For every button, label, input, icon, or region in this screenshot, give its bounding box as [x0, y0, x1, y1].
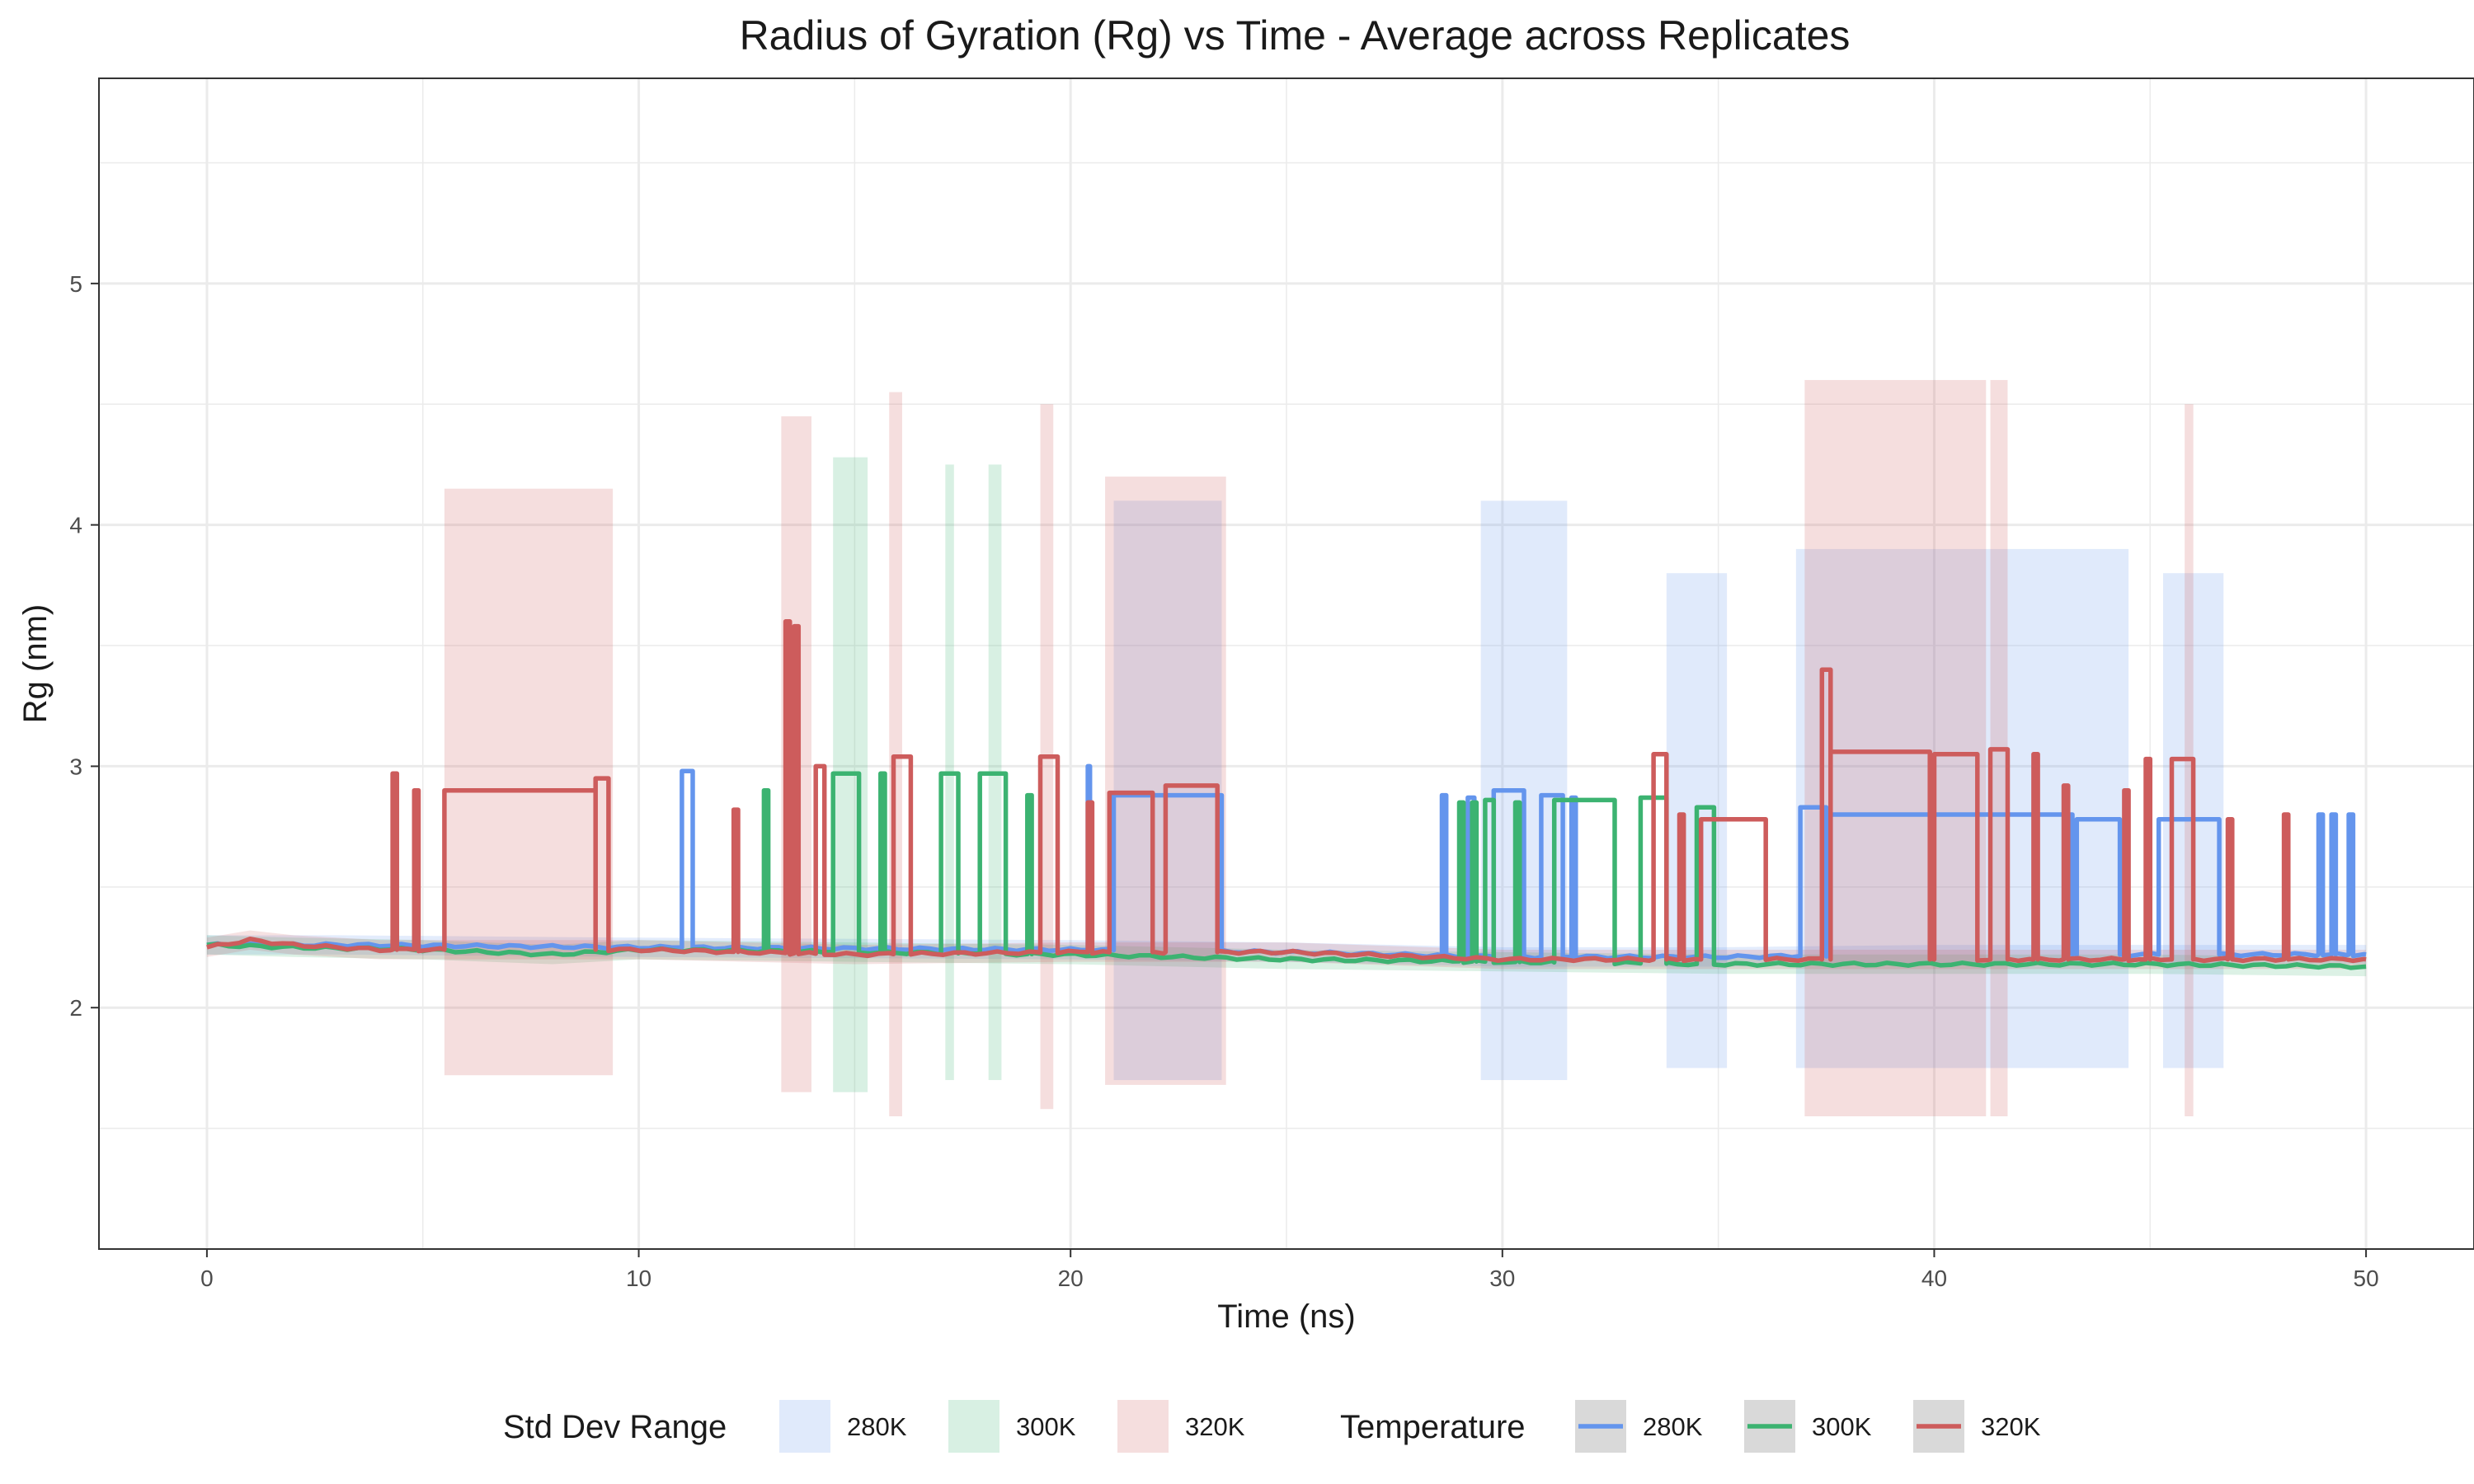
legend-fill-key-320K: [1117, 1400, 1169, 1453]
y-tick-label: 5: [69, 271, 82, 297]
y-tick-label: 4: [69, 513, 82, 538]
legend-title: Std Dev Range: [503, 1409, 727, 1445]
x-tick-label: 30: [1489, 1266, 1515, 1291]
std-band-320K: [1804, 379, 1987, 1116]
std-band-320K: [889, 392, 902, 1116]
std-band-280K: [1795, 548, 2129, 1068]
legend-fill-key-280K: [779, 1400, 830, 1453]
series-lines: [206, 619, 2367, 970]
std-band-320K: [444, 488, 614, 1076]
y-tick-label: 2: [69, 995, 82, 1021]
chart-title: Radius of Gyration (Rg) vs Time - Averag…: [740, 12, 1851, 59]
x-tick-label: 50: [2354, 1266, 2379, 1291]
series-line-320K: [206, 619, 2367, 964]
y-tick-label: 3: [69, 754, 82, 779]
legend-label-300K: 300K: [1016, 1412, 1076, 1441]
legend-label-280K: 280K: [847, 1412, 907, 1441]
legend-label-300K: 300K: [1812, 1412, 1872, 1441]
x-tick-label: 10: [626, 1266, 651, 1291]
legend-label-320K: 320K: [1185, 1412, 1245, 1441]
x-tick-label: 40: [1921, 1266, 1947, 1291]
y-axis-title: Rg (nm): [17, 604, 54, 723]
axes: 0 10 20 30 40 50 2 3 4 5: [69, 271, 2378, 1291]
legend-title: Temperature: [1340, 1409, 1526, 1445]
std-band-320K: [1105, 477, 1226, 1085]
x-tick-label: 20: [1058, 1266, 1084, 1291]
x-axis-title: Time (ns): [1217, 1298, 1355, 1335]
x-tick-label: 0: [200, 1266, 214, 1291]
legend-fill-key-300K: [948, 1400, 999, 1453]
plot-panel-border: [98, 77, 2474, 1250]
legend-label-320K: 320K: [1981, 1412, 2041, 1441]
legend-label-280K: 280K: [1643, 1412, 1703, 1441]
legend: Std Dev Range 280K 300K 320K Temperature 280K…: [503, 1400, 2041, 1453]
